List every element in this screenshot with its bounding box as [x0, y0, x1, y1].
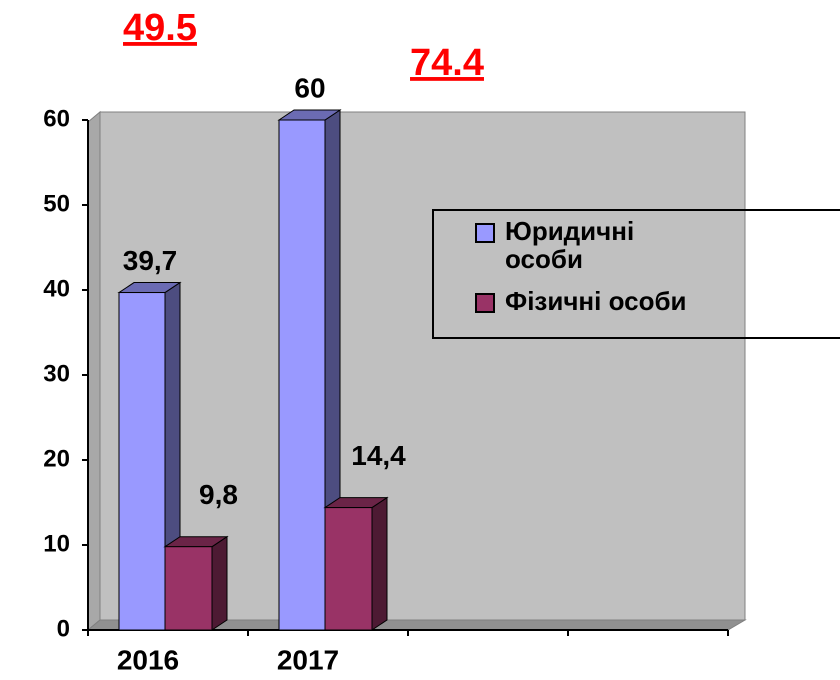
legend-label: Юридичні особи	[505, 217, 705, 273]
y-tick-label: 60	[43, 105, 70, 132]
legend-label: Фізичні особи	[505, 287, 835, 315]
x-tick-label: 2016	[117, 644, 179, 675]
y-tick-label: 10	[43, 530, 70, 557]
bar	[279, 120, 325, 630]
bar	[119, 293, 165, 630]
annotation: 49.5	[123, 7, 197, 49]
side-wall	[88, 112, 100, 630]
y-tick-label: 50	[43, 190, 70, 217]
y-tick-label: 0	[57, 615, 70, 642]
bar	[165, 547, 212, 630]
value-label: 60	[294, 72, 325, 103]
y-tick-label: 20	[43, 445, 70, 472]
y-tick-label: 30	[43, 360, 70, 387]
value-label: 9,8	[199, 479, 238, 510]
page: 0 10 20 30 40 50 60 49.5 74.4 2016 2017 39,7 60 9,8 14…	[0, 0, 840, 680]
y-tick-label: 40	[43, 275, 70, 302]
chart: 0 10 20 30 40 50 60 49.5 74.4 2016 2017 39,7 60 9,8 14…	[0, 0, 840, 680]
bar	[325, 508, 372, 630]
value-label: 39,7	[123, 245, 178, 276]
x-tick-label: 2017	[277, 644, 339, 675]
bar-side	[212, 537, 227, 630]
bar-side	[372, 498, 387, 630]
legend-swatch	[476, 224, 494, 242]
annotation: 74.4	[410, 42, 484, 84]
value-label: 14,4	[351, 440, 406, 471]
legend-swatch	[476, 294, 494, 312]
